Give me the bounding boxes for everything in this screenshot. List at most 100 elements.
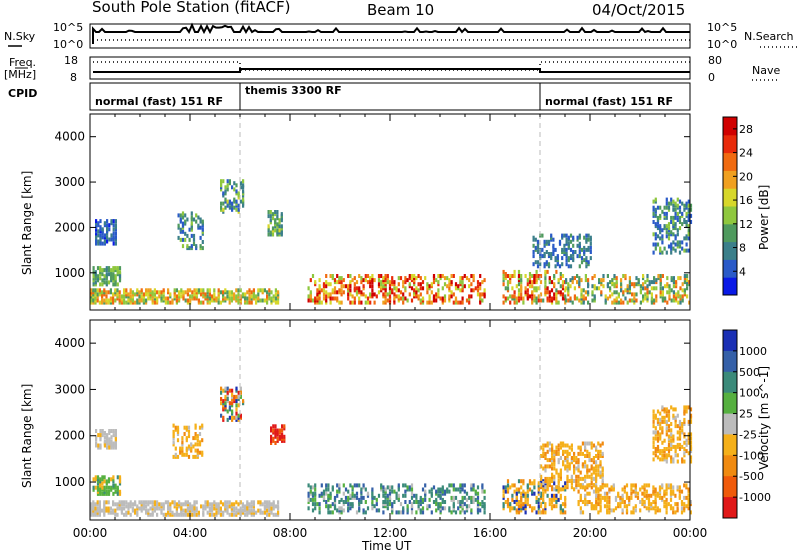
- power-cell: [325, 280, 328, 285]
- power-cell: [415, 276, 418, 281]
- power-cell: [99, 233, 102, 238]
- power-cell: [615, 276, 618, 281]
- power-cell: [502, 294, 505, 299]
- velocity-cell: [663, 491, 666, 496]
- velocity-cell: [114, 502, 117, 507]
- velocity-cell: [176, 454, 180, 459]
- velocity-cell: [546, 487, 549, 492]
- velocity-cell: [665, 504, 668, 509]
- power-cell: [639, 288, 642, 293]
- power-cell: [654, 213, 657, 218]
- power-cell: [652, 199, 655, 204]
- velocity-cell: [643, 483, 646, 488]
- power-cell: [105, 298, 108, 303]
- power-cell: [307, 294, 310, 299]
- power-cell: [179, 227, 182, 232]
- velocity-cell: [656, 506, 659, 511]
- velocity-cell: [566, 464, 569, 469]
- velocity-cell: [397, 487, 400, 492]
- power-cell: [199, 225, 202, 230]
- velocity-cell: [681, 422, 684, 426]
- power-cell: [274, 218, 277, 223]
- velocity-cell: [235, 415, 238, 420]
- velocity-cell: [226, 399, 229, 404]
- power-cell: [353, 282, 356, 287]
- power-cell: [96, 266, 100, 271]
- velocity-cell: [187, 429, 191, 434]
- velocity-cell: [338, 483, 341, 488]
- power-cell: [276, 210, 279, 214]
- velocity-cell: [476, 508, 480, 513]
- velocity-cell: [676, 453, 679, 458]
- velocity-cell: [338, 500, 341, 504]
- velocity-colorbar-swatch: [723, 476, 737, 498]
- power-cell: [443, 276, 447, 281]
- velocity-cell: [502, 495, 505, 500]
- velocity-cell: [169, 512, 172, 517]
- power-cell: [656, 224, 660, 229]
- velocity-cell: [437, 504, 440, 509]
- velocity-cell: [228, 504, 231, 509]
- velocity-cell: [217, 510, 220, 515]
- power-cell: [561, 247, 564, 252]
- velocity-colorbar-swatch: [723, 330, 737, 352]
- power-cell: [230, 296, 233, 301]
- velocity-cell: [656, 493, 659, 498]
- power-cell: [565, 247, 568, 252]
- velocity-cell: [687, 436, 690, 441]
- velocity-cell: [470, 495, 473, 500]
- power-cell: [195, 292, 198, 297]
- velocity-cell: [595, 454, 598, 458]
- velocity-cell: [98, 512, 101, 517]
- velocity-cell: [103, 441, 106, 446]
- power-cell: [572, 235, 575, 240]
- power-cell: [670, 215, 673, 220]
- power-cell: [642, 276, 645, 281]
- velocity-cell: [246, 508, 249, 513]
- velocity-cell: [235, 510, 238, 515]
- velocity-cell: [667, 409, 671, 414]
- power-cell: [173, 296, 176, 301]
- velocity-cell: [575, 460, 578, 465]
- power-cell: [384, 294, 387, 299]
- velocity-cell: [198, 425, 202, 430]
- power-cell: [110, 268, 113, 273]
- velocity-cell: [272, 438, 275, 443]
- velocity-cell: [502, 487, 505, 492]
- power-cell: [116, 282, 119, 287]
- velocity-cell: [610, 508, 613, 513]
- power-cell: [539, 292, 543, 297]
- velocity-cell: [551, 445, 554, 450]
- velocity-cell: [659, 422, 662, 426]
- velocity-cell: [641, 485, 644, 490]
- velocity-cell: [228, 415, 231, 420]
- velocity-cell: [672, 459, 675, 464]
- power-cell: [220, 205, 223, 210]
- velocity-cell: [652, 409, 655, 414]
- velocity-cell: [537, 500, 540, 504]
- velocity-cell: [127, 504, 130, 509]
- power-cell: [186, 300, 189, 305]
- velocity-cell: [176, 427, 180, 432]
- velocity-cell: [195, 500, 198, 505]
- power-cell: [406, 278, 409, 283]
- velocity-cell: [112, 479, 115, 484]
- velocity-cell: [678, 447, 682, 451]
- velocity-cell: [342, 508, 345, 513]
- power-cell: [689, 213, 693, 218]
- velocity-cell: [430, 491, 433, 496]
- velocity-cell: [175, 502, 178, 507]
- power-cell: [553, 274, 556, 278]
- power-cell: [105, 294, 108, 299]
- velocity-cell: [338, 489, 341, 494]
- velocity-cell: [96, 481, 100, 486]
- velocity-cell: [625, 504, 629, 509]
- power-cell: [661, 240, 664, 245]
- power-cell: [502, 300, 505, 305]
- power-cell: [548, 290, 551, 295]
- velocity-cell: [112, 475, 115, 480]
- velocity-cell: [625, 483, 629, 488]
- power-cell: [274, 220, 277, 225]
- power-cell: [463, 284, 466, 289]
- power-cell: [202, 300, 205, 305]
